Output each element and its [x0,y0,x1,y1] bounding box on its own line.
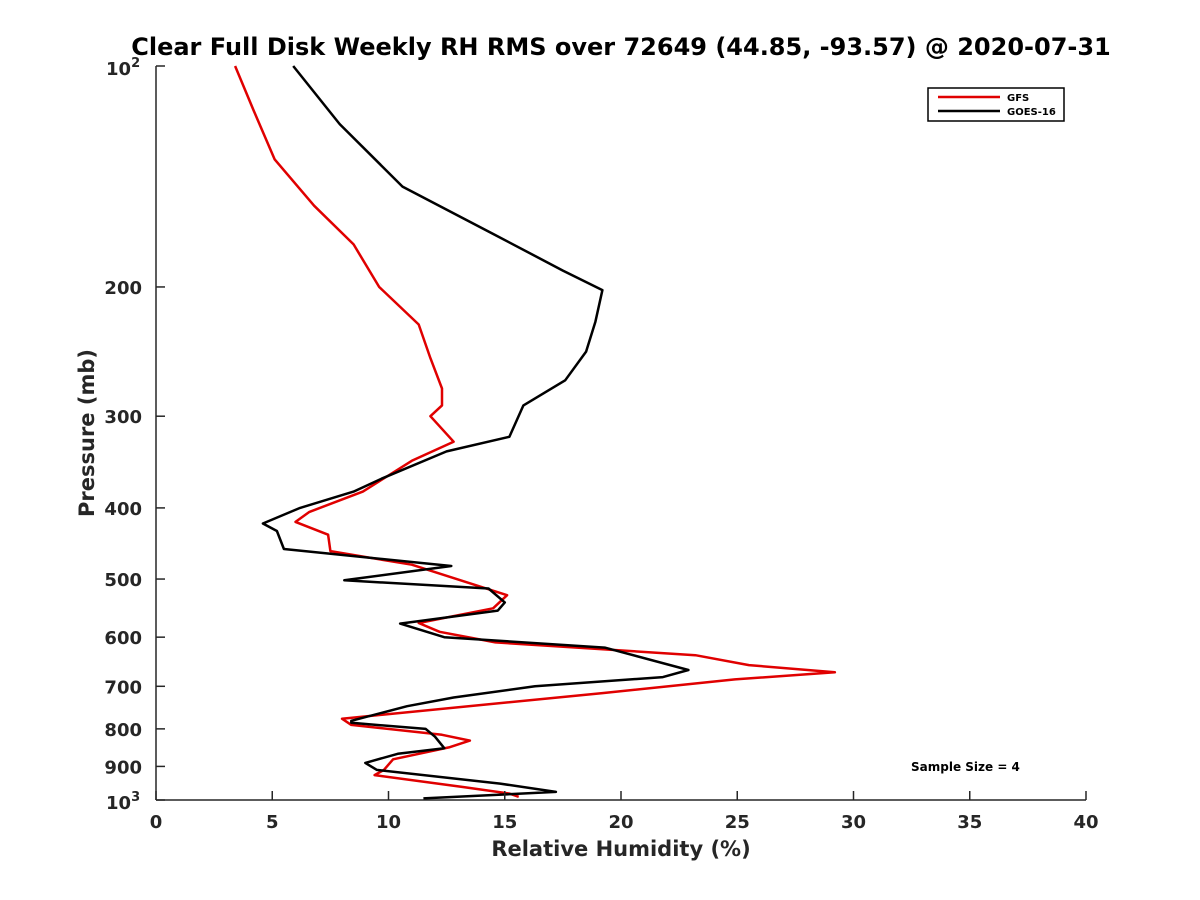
x-tick-label-10: 10 [376,812,401,833]
x-tick-label-20: 20 [608,812,633,833]
y-tick-label-600: 600 [104,628,142,649]
x-tick-label-35: 35 [957,812,982,833]
y-tick-label-400: 400 [104,499,142,520]
chart-title: Clear Full Disk Weekly RH RMS over 72649… [131,33,1111,61]
y-axis-label: Pressure (mb) [75,349,99,517]
series-line-gfs [233,65,837,798]
y-ticks-group: 102 200 300 400 500 600 700 800 900 103 [104,56,165,814]
x-tick-label-15: 15 [492,812,517,833]
x-tick-label-30: 30 [841,812,866,833]
y-tick-label-700: 700 [104,677,142,698]
x-tick-label-0: 0 [150,812,163,833]
y-tick-label-200: 200 [104,278,142,299]
legend-box [927,87,1065,122]
series-group [233,65,837,800]
x-tick-label-40: 40 [1073,812,1098,833]
y-tick-label-1000: 103 [106,790,140,814]
legend: GFS GOES-16 [927,87,1065,122]
y-tick-label-100: 102 [106,56,140,80]
y-tick-label-800: 800 [104,720,142,741]
y-tick-label-300: 300 [104,407,142,428]
series-line-goes-16 [261,65,690,800]
x-ticks-group: 0 5 10 15 20 25 30 35 40 [150,791,1099,833]
sample-size-annotation: Sample Size = 4 [911,760,1020,774]
y-tick-label-900: 900 [104,757,142,778]
x-axis-label: Relative Humidity (%) [491,837,750,861]
x-tick-label-5: 5 [266,812,279,833]
legend-label-goes-16: GOES-16 [1007,107,1056,118]
y-tick-label-500: 500 [104,570,142,591]
legend-label-gfs: GFS [1007,93,1029,104]
x-tick-label-25: 25 [725,812,750,833]
